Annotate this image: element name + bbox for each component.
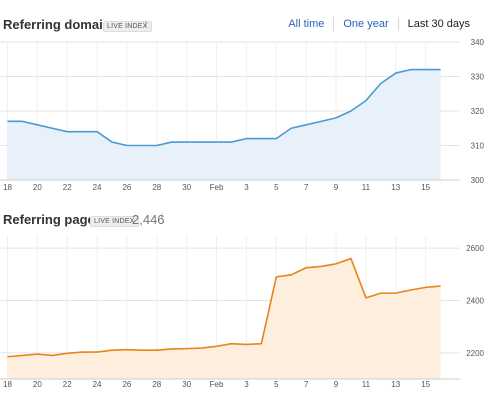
x-tick-label: 26 <box>122 183 131 192</box>
x-tick-label: 26 <box>122 380 131 389</box>
referring-domains-title: Referring domains <box>3 17 118 32</box>
x-tick-label: 22 <box>63 183 72 192</box>
live-index-badge: LIVE INDEX <box>103 21 152 32</box>
period-tabs: All time One year Last 30 days <box>288 17 470 31</box>
y-tick-label: 310 <box>471 142 485 151</box>
x-tick-label: 30 <box>182 183 191 192</box>
tab-one-year[interactable]: One year <box>343 18 389 30</box>
x-tick-label: 20 <box>33 183 42 192</box>
y-tick-label: 330 <box>471 73 485 82</box>
referring-domains-panel: Referring domains LIVE INDEX i All time … <box>0 0 500 200</box>
tab-separator <box>333 17 335 31</box>
x-tick-label: 15 <box>421 380 430 389</box>
x-tick-label: 7 <box>304 183 309 192</box>
x-tick-label: 7 <box>304 380 309 389</box>
x-tick-label: 20 <box>33 380 42 389</box>
x-tick-label: 13 <box>391 380 400 389</box>
referring-pages-panel: Referring pages LIVE INDEX 2,446 i 2200 2… <box>0 200 500 403</box>
referring-domains-chart: 300 310 320 330 340 18 20 22 24 26 28 30 Feb 3 5 7 9 11 13… <box>0 38 485 192</box>
x-tick-label: 30 <box>182 380 191 389</box>
pages-series-line[interactable] <box>7 257 441 358</box>
x-tick-label: 15 <box>421 183 430 192</box>
x-tick-label: 28 <box>152 183 161 192</box>
x-tick-label: 24 <box>93 183 102 192</box>
x-tick-label: Feb <box>210 380 224 389</box>
x-tick-label: 9 <box>334 380 339 389</box>
x-tick-label: 18 <box>3 183 12 192</box>
pages-area-fill <box>7 258 441 379</box>
y-tick-label: 320 <box>471 107 485 116</box>
y-tick-label: 300 <box>471 176 485 185</box>
x-tick-label: 28 <box>152 380 161 389</box>
referring-pages-title: Referring pages <box>3 212 102 227</box>
domains-series-line[interactable] <box>7 68 441 147</box>
x-tick-label: 24 <box>93 380 102 389</box>
domains-area-fill <box>7 69 441 180</box>
y-tick-label: 340 <box>471 38 485 47</box>
referring-pages-chart: 2200 2400 2600 18 20 22 24 26 28 30 Feb 3 5 7 9 11 13 15 <box>0 235 485 389</box>
x-tick-label: 18 <box>3 380 12 389</box>
tab-all-time[interactable]: All time <box>288 18 325 30</box>
x-tick-label: 5 <box>274 183 279 192</box>
x-tick-label: 22 <box>63 380 72 389</box>
tab-last-30-days[interactable]: Last 30 days <box>407 18 470 30</box>
x-tick-label: 9 <box>334 183 339 192</box>
y-tick-label: 2400 <box>466 296 484 305</box>
y-tick-label: 2600 <box>466 244 484 253</box>
info-icon[interactable]: i <box>145 19 147 28</box>
info-icon[interactable]: i <box>161 212 163 221</box>
tab-separator <box>397 17 399 31</box>
x-tick-label: 13 <box>391 183 400 192</box>
x-tick-label: 3 <box>244 183 249 192</box>
x-tick-label: 11 <box>362 183 371 192</box>
x-tick-label: 3 <box>244 380 249 389</box>
referring-pages-count: 2,446 <box>132 212 165 227</box>
y-tick-label: 2200 <box>466 349 484 358</box>
x-tick-label: Feb <box>210 183 224 192</box>
x-tick-label: 5 <box>274 380 279 389</box>
live-index-badge: LIVE INDEX <box>90 216 139 227</box>
x-tick-label: 11 <box>362 380 371 389</box>
